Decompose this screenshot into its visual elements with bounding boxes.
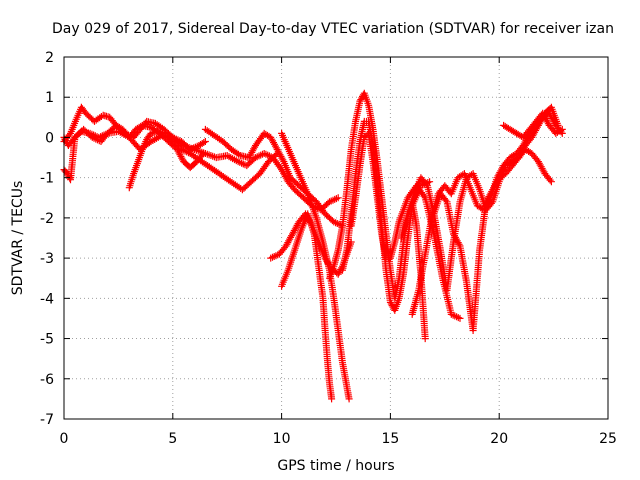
y-tick-label: -2 <box>40 211 54 227</box>
y-tick-label: -4 <box>40 291 54 307</box>
x-axis-label: GPS time / hours <box>277 458 394 474</box>
plus-markers <box>430 103 562 334</box>
y-tick-label: 1 <box>45 90 54 106</box>
y-tick-label: -7 <box>40 412 54 428</box>
series-arc14 <box>430 103 562 334</box>
x-tick-label: 25 <box>599 431 617 447</box>
series-arc15 <box>500 109 566 141</box>
x-tick-label: 10 <box>273 431 291 447</box>
chart-title: Day 029 of 2017, Sidereal Day-to-day VTE… <box>52 21 614 37</box>
grid-lines <box>64 57 608 419</box>
x-tick-label: 15 <box>381 431 399 447</box>
plus-markers <box>125 127 281 194</box>
x-tick-label: 5 <box>168 431 177 447</box>
y-tick-label: -1 <box>40 171 54 187</box>
y-tick-label: -5 <box>40 332 54 348</box>
x-tick-label: 20 <box>490 431 508 447</box>
series-arc7 <box>278 210 336 403</box>
data-points <box>60 89 566 403</box>
plus-markers <box>500 109 566 141</box>
x-tick-label: 0 <box>60 431 69 447</box>
axis-ticks: 0 5 10 15 20 25 -7 -6 -5 -4 -3 -2 -1 0 1 2 <box>40 50 617 447</box>
y-axis-label: SDTVAR / TECUs <box>10 181 26 296</box>
series-arc4 <box>125 127 281 194</box>
y-tick-label: -6 <box>40 372 54 388</box>
plus-markers <box>278 210 336 403</box>
y-tick-label: -3 <box>40 251 54 267</box>
y-tick-label: 2 <box>45 50 54 66</box>
y-tick-label: 0 <box>45 130 54 146</box>
plot-frame <box>63 56 609 420</box>
